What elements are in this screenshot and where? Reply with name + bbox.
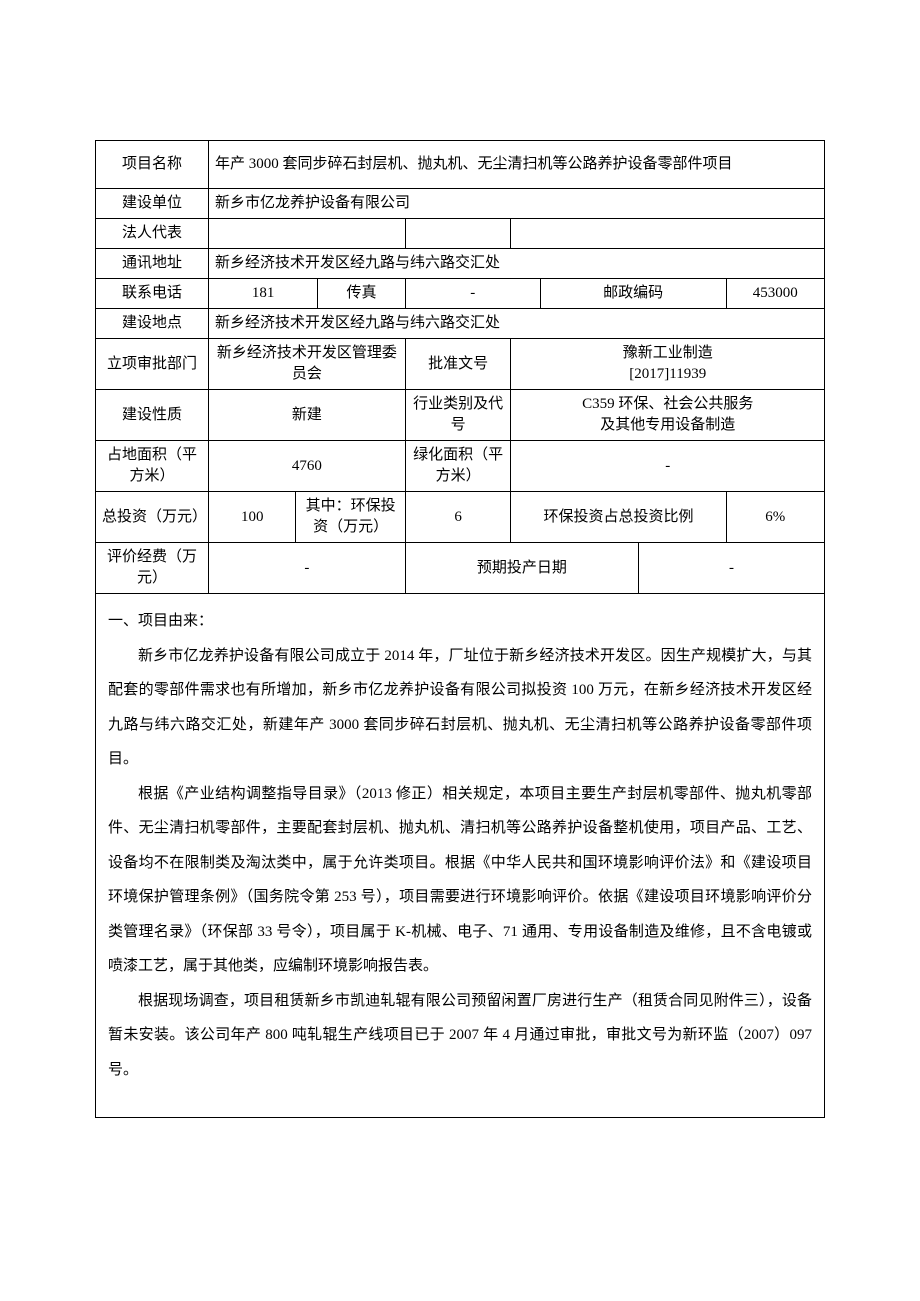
label-land-area: 占地面积（平方米） [96,441,209,492]
value-fax: - [405,279,540,309]
label-green-area: 绿化面积（平方米） [405,441,511,492]
value-approval-no: 豫新工业制造 [2017]11939 [511,339,825,390]
body-para-1: 新乡市亿龙养护设备有限公司成立于 2014 年，厂址位于新乡经济技术开发区。因生… [108,639,812,777]
label-total-invest: 总投资（万元） [96,492,209,543]
value-legal-rep [208,219,405,249]
value-nature: 新建 [208,390,405,441]
label-phone: 联系电话 [96,279,209,309]
project-info-table: 项目名称 年产 3000 套同步碎石封层机、抛丸机、无尘清扫机等公路养护设备零部… [95,140,825,594]
body-text-section: 一、项目由来： 新乡市亿龙养护设备有限公司成立于 2014 年，厂址位于新乡经济… [95,594,825,1118]
value-industry-code-l1: C359 环保、社会公共服务 [582,396,753,412]
body-para-2: 根据《产业结构调整指导目录》（2013 修正）相关规定，本项目主要生产封层机零部… [108,777,812,984]
value-builder: 新乡市亿龙养护设备有限公司 [208,189,824,219]
label-project-name: 项目名称 [96,141,209,189]
label-site: 建设地点 [96,309,209,339]
value-green-area: - [511,441,825,492]
label-prod-date: 预期投产日期 [405,543,638,594]
label-industry-code: 行业类别及代号 [405,390,511,441]
value-approval-no-l2: [2017]11939 [629,366,706,382]
value-approval-no-l1: 豫新工业制造 [623,345,713,361]
label-approval-dept: 立项审批部门 [96,339,209,390]
value-industry-code-l2: 及其他专用设备制造 [600,417,735,433]
body-heading: 一、项目由来： [108,604,812,639]
label-env-invest: 其中：环保投资（万元） [296,492,405,543]
label-address: 通讯地址 [96,249,209,279]
value-land-area: 4760 [208,441,405,492]
value-env-invest: 6 [405,492,511,543]
value-postcode: 453000 [726,279,824,309]
value-phone: 181 [208,279,317,309]
value-project-name: 年产 3000 套同步碎石封层机、抛丸机、无尘清扫机等公路养护设备零部件项目 [208,141,824,189]
label-env-ratio: 环保投资占总投资比例 [511,492,726,543]
value-approval-dept: 新乡经济技术开发区管理委员会 [208,339,405,390]
body-para-3: 根据现场调查，项目租赁新乡市凯迪轧辊有限公司预留闲置厂房进行生产（租赁合同见附件… [108,984,812,1088]
value-eval-fee: - [208,543,405,594]
value-total-invest: 100 [208,492,295,543]
label-postcode: 邮政编码 [540,279,726,309]
label-eval-fee: 评价经费（万元） [96,543,209,594]
value-env-ratio: 6% [726,492,824,543]
value-address: 新乡经济技术开发区经九路与纬六路交汇处 [208,249,824,279]
label-builder: 建设单位 [96,189,209,219]
label-legal-rep-2 [405,219,511,249]
label-legal-rep: 法人代表 [96,219,209,249]
label-fax: 传真 [318,279,405,309]
value-industry-code: C359 环保、社会公共服务 及其他专用设备制造 [511,390,825,441]
label-approval-no: 批准文号 [405,339,511,390]
value-site: 新乡经济技术开发区经九路与纬六路交汇处 [208,309,824,339]
label-nature: 建设性质 [96,390,209,441]
value-prod-date: - [639,543,825,594]
value-legal-rep-2 [511,219,825,249]
